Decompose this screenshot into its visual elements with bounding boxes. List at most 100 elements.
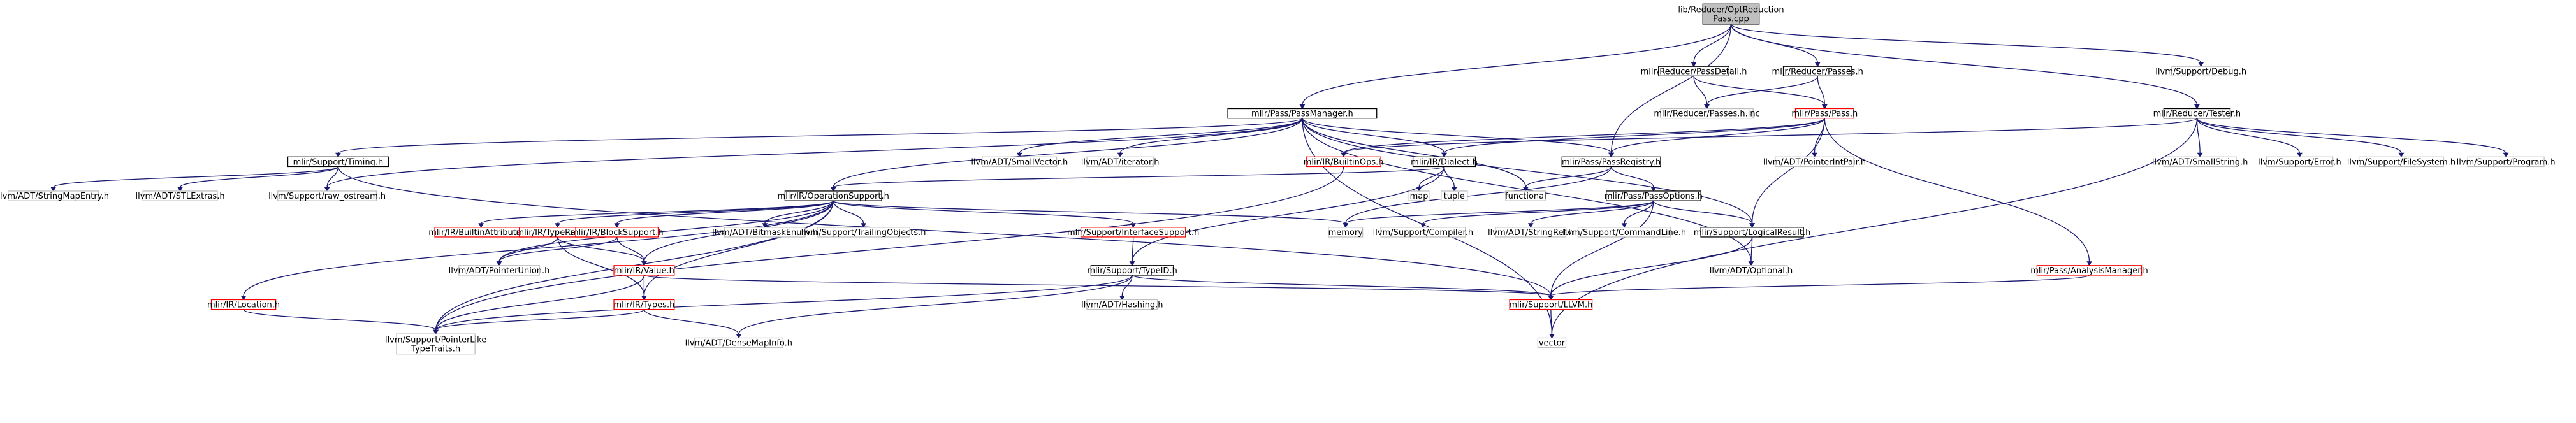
node-builtin-ops[interactable]: mlir/IR/BuiltinOps.h: [1304, 156, 1384, 167]
node-box: [210, 299, 277, 310]
node-support-llvm[interactable]: mlir/Support/LLVM.h: [1509, 299, 1592, 310]
node-support-error[interactable]: llvm/Support/Error.h: [2258, 156, 2341, 167]
node-vector[interactable]: vector: [1537, 337, 1567, 348]
node-command-line[interactable]: llvm/Support/CommandLine.h: [1562, 227, 1686, 238]
node-ir-value[interactable]: mlir/IR/Value.h: [613, 265, 675, 276]
node-box: [287, 156, 389, 168]
node-pass-pass[interactable]: mlir/Pass/Pass.h: [1791, 108, 1858, 119]
node-pass-registry[interactable]: mlir/Pass/PassRegistry.h: [1561, 156, 1661, 167]
node-small-string[interactable]: llvm/ADT/SmallString.h: [2152, 156, 2248, 167]
edge-ir-dialect-to-tuple: [1443, 166, 1457, 192]
node-label: mlir/IR/BuiltinAttributes.h: [428, 228, 534, 238]
edge-pass-options-to-command-line: [1621, 201, 1654, 228]
node-label: llvm/ADT/STLExtras.h: [136, 192, 225, 201]
node-label: llvm/Support/Program.h: [2457, 157, 2556, 167]
node-tuple[interactable]: tuple: [1441, 190, 1468, 201]
node-box: [1658, 66, 1729, 77]
node-string-map-entry[interactable]: llvm/ADT/StringMapEntry.h: [0, 190, 109, 201]
edge-pass-manager-to-ir-dialect: [1302, 118, 1447, 158]
node-adt-hashing[interactable]: llvm/ADT/Hashing.h: [1081, 299, 1163, 310]
node-adt-optional[interactable]: llvm/ADT/Optional.h: [1710, 265, 1793, 276]
node-box: [2467, 156, 2545, 168]
node-label: functional: [1505, 192, 1546, 201]
edge-block-support-to-pointer-union: [496, 236, 618, 266]
node-string-ref[interactable]: llvm/ADT/StringRef.h: [1488, 227, 1573, 238]
node-box: [2358, 156, 2444, 168]
edge-type-id-to-dense-map-info: [736, 275, 1133, 339]
node-reducer-pass-detail[interactable]: mlir/Reducer/PassDetail.h: [1641, 66, 1747, 76]
node-builtin-attributes[interactable]: mlir/IR/BuiltinAttributes.h: [428, 227, 534, 238]
node-map[interactable]: map: [1408, 190, 1430, 201]
node-support-program[interactable]: llvm/Support/Program.h: [2457, 156, 2556, 168]
node-label: llvm/ADT/SmallString.h: [2152, 157, 2248, 167]
edge-analysis-manager-to-support-llvm: [1548, 275, 2090, 301]
node-block-support[interactable]: mlir/IR/BlockSupport.h: [571, 227, 664, 238]
edge-type-id-to-adt-hashing: [1119, 275, 1133, 301]
node-support-filesystem[interactable]: llvm/Support/FileSystem.h: [2347, 156, 2456, 168]
edge-type-id-to-support-llvm: [1132, 275, 1554, 301]
node-memory[interactable]: memory: [1328, 227, 1364, 238]
edge-ir-location-to-pointer-like-type-traits: [243, 309, 439, 335]
node-dense-map-info[interactable]: llvm/ADT/DenseMapInfo.h: [685, 337, 792, 348]
node-box: [1090, 265, 1174, 276]
node-adt-iterator[interactable]: llvm/ADT/iterator.h: [1081, 156, 1160, 167]
node-operation-support[interactable]: mlir/IR/OperationSupport.h: [778, 190, 889, 201]
node-support-compiler[interactable]: llvm/Support/Compiler.h: [1373, 227, 1473, 238]
node-type-id[interactable]: mlir/Support/TypeID.h: [1087, 265, 1177, 276]
node-box: [817, 227, 910, 238]
node-small-vector[interactable]: llvm/ADT/SmallVector.h: [971, 156, 1068, 167]
edge-root-to-pass-manager: [1299, 24, 1732, 110]
node-support-debug[interactable]: llvm/Support/Debug.h: [2155, 66, 2246, 76]
node-pass-options[interactable]: mlir/Pass/PassOptions.h: [1605, 190, 1703, 201]
edge-pass-registry-to-pass-options: [1610, 166, 1657, 192]
edge-ir-value-to-pointer-like-type-traits: [433, 275, 645, 335]
node-box: [1328, 227, 1364, 238]
edge-root-to-support-debug: [1730, 24, 2204, 68]
node-interface-support[interactable]: mlir/Support/InterfaceSupport.h: [1067, 227, 1199, 238]
node-label: mlir/Support/InterfaceSupport.h: [1067, 228, 1199, 238]
node-stl-extras[interactable]: llvm/ADT/STLExtras.h: [136, 190, 225, 201]
node-label: memory: [1328, 228, 1364, 238]
node-trailing-objects[interactable]: llvm/Support/TrailingObjects.h: [801, 227, 926, 238]
node-label: llvm/Support/Compiler.h: [1373, 228, 1473, 238]
node-label: llvm/Support/TrailingObjects.h: [801, 228, 926, 238]
edge-pass-options-to-support-compiler: [1420, 200, 1654, 228]
node-pass-manager[interactable]: mlir/Pass/PassManager.h: [1227, 108, 1378, 119]
node-functional[interactable]: functional: [1505, 190, 1546, 201]
node-pointer-union[interactable]: llvm/ADT/PointerUnion.h: [449, 265, 550, 276]
node-analysis-manager[interactable]: mlir/Pass/AnalysisManager.h: [2030, 265, 2148, 276]
node-box: [1794, 108, 1854, 119]
node-reducer-tester[interactable]: mlir/Reducer/Tester.h: [2153, 108, 2241, 119]
node-ir-dialect[interactable]: mlir/IR/Dialect.h: [1411, 156, 1478, 167]
node-ir-location[interactable]: mlir/IR/Location.h: [207, 299, 280, 310]
node-pointer-int-pair[interactable]: llvm/ADT/PointerIntPair.h: [1763, 156, 1866, 167]
node-raw-ostream[interactable]: llvm/Support/raw_ostream.h: [268, 190, 386, 201]
node-reducer-passes-inc[interactable]: mlir/Reducer/Passes.h.inc: [1654, 108, 1760, 119]
node-box: [1441, 190, 1468, 201]
edge-pass-manager-to-pass-registry: [1302, 118, 1614, 158]
edge-reducer-pass-detail-to-pass-pass: [1693, 76, 1828, 110]
edge-interface-support-to-type-id: [1129, 236, 1135, 266]
node-bitmask-enum[interactable]: llvm/ADT/BitmaskEnum.h: [712, 227, 818, 238]
node-box: [724, 227, 806, 238]
node-box: [1577, 227, 1671, 238]
edges-layer: [50, 24, 2509, 339]
node-reducer-passes[interactable]: mlir/Reducer/Passes.h: [1772, 66, 1863, 76]
node-box: [7, 190, 99, 201]
node-box: [1509, 299, 1593, 310]
node-label: llvm/Support/PointerLike: [385, 335, 486, 345]
node-support-timing[interactable]: mlir/Support/Timing.h: [287, 156, 389, 168]
edge-pass-options-to-string-ref: [1527, 200, 1654, 228]
node-ir-types[interactable]: mlir/IR/Types.h: [613, 299, 675, 310]
node-logical-result[interactable]: mlir/Support/LogicalResult.h: [1694, 227, 1810, 238]
node-box: [2171, 66, 2231, 77]
node-label: llvm/Support/raw_ostream.h: [268, 192, 386, 201]
edge-pass-manager-to-operation-support: [830, 118, 1303, 192]
node-box: [2163, 108, 2231, 119]
edge-pass-pass-to-analysis-manager: [1824, 118, 2092, 266]
edge-pass-manager-to-support-timing: [335, 118, 1303, 158]
